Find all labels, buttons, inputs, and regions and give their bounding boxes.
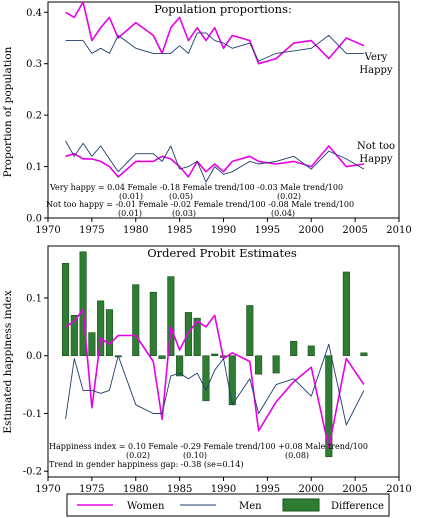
difference-bar <box>167 276 175 357</box>
difference-bar <box>202 355 210 402</box>
difference-bar <box>97 300 105 357</box>
x-tick-label: 2000 <box>299 484 324 495</box>
difference-bar <box>158 355 166 359</box>
legend-women-label: Women <box>127 501 165 512</box>
very-happy-label-line1: Very <box>364 52 388 63</box>
difference-bar <box>211 353 219 357</box>
x-tick-label: 1990 <box>211 484 236 495</box>
difference-bar <box>193 317 201 357</box>
x-tick-label: 1975 <box>79 484 104 495</box>
very-happy-se-2: (0.05) <box>169 192 193 201</box>
women-line <box>65 145 365 178</box>
very-happy-regression: Very happy = 0.04 Female -0.18 Female tr… <box>49 183 343 192</box>
difference-bar <box>149 291 157 357</box>
women-line <box>65 1 365 65</box>
x-tick-label: 1980 <box>123 225 148 236</box>
difference-bar <box>105 309 113 357</box>
men-line <box>65 32 364 62</box>
top-panel: Population proportions: Proportion of po… <box>2 1 412 236</box>
bottom-chart-title: Ordered Probit Estimates <box>147 246 297 260</box>
very-happy-se-3: (0.02) <box>277 192 301 201</box>
x-tick-label: 2005 <box>342 225 367 236</box>
very-happy-se-1: (0.01) <box>119 192 143 201</box>
x-tick-label: 1995 <box>255 225 280 236</box>
bottom-y-axis-label: Estimated happiness index <box>2 290 14 433</box>
difference-bar <box>342 271 350 357</box>
difference-bar <box>132 284 140 357</box>
difference-bar <box>79 251 87 357</box>
x-tick-label: 1985 <box>167 225 192 236</box>
x-tick-label: 2000 <box>299 225 324 236</box>
difference-bar <box>290 340 298 357</box>
legend-difference-label: Difference <box>331 501 384 512</box>
legend-difference-swatch <box>282 498 320 512</box>
bottom-series-lines <box>65 308 365 449</box>
not-too-happy-label-line1: Not too <box>357 141 395 152</box>
y-tick-label: 0.0 <box>26 351 42 362</box>
not-too-happy-regression: Not too happy = -0.01 Female -0.02 Femal… <box>46 200 354 209</box>
top-y-axis-label: Proportion of population <box>2 46 14 177</box>
bottom-panel: Ordered Probit Estimates Estimated happi… <box>2 245 412 495</box>
y-tick-label: 0.2 <box>26 111 42 122</box>
x-tick-label: 1985 <box>167 484 192 495</box>
bottom-x-ticks: 1970 1975 1980 1985 1990 1995 2000 2005 2010 <box>35 477 412 495</box>
difference-bar <box>176 355 184 377</box>
x-tick-label: 1970 <box>35 225 60 236</box>
y-tick-label: 0.1 <box>26 162 42 173</box>
happiness-se-1: (0.02) <box>126 451 150 460</box>
not-too-happy-se-3: (0.04) <box>271 209 295 218</box>
x-tick-label: 1995 <box>255 484 280 495</box>
difference-bar <box>307 345 315 357</box>
difference-bar <box>325 355 333 458</box>
difference-bar <box>272 355 280 374</box>
x-tick-label: 1975 <box>79 225 104 236</box>
women-line <box>65 308 365 449</box>
x-tick-label: 1980 <box>123 484 148 495</box>
difference-bar <box>70 314 78 357</box>
difference-bars <box>61 251 368 458</box>
difference-bar <box>61 263 70 357</box>
x-tick-label: 1970 <box>35 484 60 495</box>
not-too-happy-label-line2: Happy <box>359 154 392 165</box>
difference-bar <box>255 355 263 375</box>
legend-men-label: Men <box>239 501 262 512</box>
happiness-se-3: (0.08) <box>285 451 309 460</box>
difference-bar <box>88 332 96 357</box>
happiness-index-regression: Happiness index = 0.10 Female -0.29 Fema… <box>49 442 368 451</box>
men-line <box>65 140 365 183</box>
legend: Women Men Difference <box>66 493 390 517</box>
gender-gap-trend: Trend in gender happiness gap: -0.38 (se… <box>49 460 243 469</box>
y-tick-label: 0.0 <box>26 214 42 225</box>
y-tick-label: 0.3 <box>26 59 42 70</box>
not-too-happy-se-2: (0.03) <box>172 209 196 218</box>
top-chart-title: Population proportions: <box>154 2 292 16</box>
bottom-y-ticks: -0.2 -0.1 0.0 0.1 <box>23 293 48 478</box>
difference-bar <box>360 352 368 357</box>
y-tick-label: 0.4 <box>26 8 42 19</box>
y-tick-label: -0.1 <box>23 409 42 420</box>
happiness-se-2: (0.10) <box>183 451 207 460</box>
y-tick-label: 0.1 <box>26 293 42 304</box>
men-line <box>65 343 365 426</box>
top-y-ticks: 0.0 0.1 0.2 0.3 0.4 <box>26 8 48 225</box>
x-tick-label: 2010 <box>386 484 411 495</box>
x-tick-label: 1990 <box>211 225 236 236</box>
y-tick-label: -0.2 <box>23 467 42 478</box>
top-x-ticks: 1970 1975 1980 1985 1990 1995 2000 2005 2010 <box>35 218 412 236</box>
difference-bar <box>228 355 236 406</box>
difference-bar <box>246 305 254 357</box>
x-tick-label: 2010 <box>386 225 411 236</box>
not-too-happy-se-1: (0.01) <box>118 209 142 218</box>
x-tick-label: 2005 <box>342 484 367 495</box>
top-series-lines <box>65 1 365 183</box>
very-happy-label-line2: Happy <box>359 65 392 76</box>
